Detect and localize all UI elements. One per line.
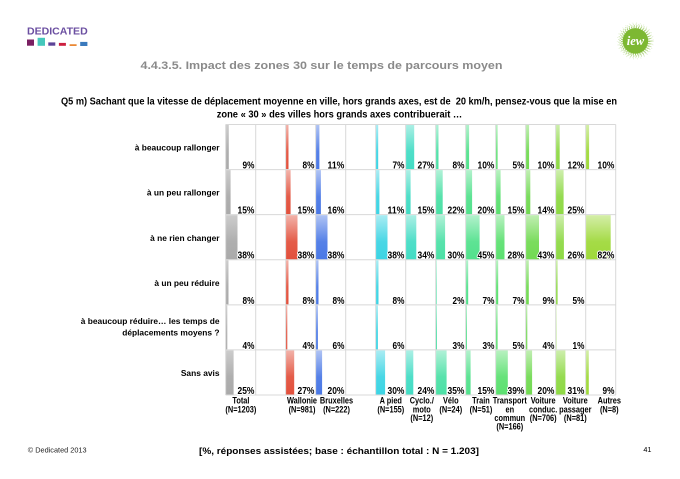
svg-text:Q5 m) Sachant que la vitesse d: Q5 m) Sachant que la vitesse de déplacem… [61,97,617,108]
svg-text:(N=706): (N=706) [530,413,557,423]
svg-text:10%: 10% [478,161,495,172]
svg-text:Sans avis: Sans avis [181,368,220,378]
svg-text:4%: 4% [543,341,555,352]
svg-text:34%: 34% [418,251,435,262]
svg-text:3%: 3% [483,341,495,352]
svg-text:38%: 38% [328,251,345,262]
svg-text:zone « 30 » des villes hors gr: zone « 30 » des villes hors grands axes … [217,109,463,120]
svg-text:déplacements moyens ?: déplacements moyens ? [122,327,219,337]
svg-text:38%: 38% [388,251,405,262]
svg-text:7%: 7% [483,296,495,307]
svg-text:7%: 7% [393,161,405,172]
svg-text:27%: 27% [418,161,435,172]
svg-text:4.4.3.5. Impact des zones 30 s: 4.4.3.5. Impact des zones 30 sur le temp… [141,60,503,72]
svg-text:26%: 26% [568,251,585,262]
svg-text:8%: 8% [243,296,255,307]
svg-text:5%: 5% [513,161,525,172]
svg-text:25%: 25% [568,206,585,217]
svg-text:82%: 82% [598,251,615,262]
svg-text:8%: 8% [453,161,465,172]
svg-text:(N=24): (N=24) [439,404,462,414]
svg-text:16%: 16% [328,206,345,217]
svg-text:(N=166): (N=166) [496,422,523,432]
svg-text:9%: 9% [243,161,255,172]
svg-text:6%: 6% [333,341,345,352]
svg-text:(N=1203): (N=1203) [225,404,256,414]
svg-text:10%: 10% [598,161,615,172]
svg-text:10%: 10% [538,161,555,172]
svg-text:(N=51): (N=51) [470,404,493,414]
svg-text:à beaucoup rallonger: à beaucoup rallonger [135,143,220,153]
svg-text:20%: 20% [478,206,495,217]
svg-text:[%, réponses assistées; base :: [%, réponses assistées; base : échantill… [199,446,479,457]
svg-text:1%: 1% [573,341,585,352]
svg-text:(N=81): (N=81) [564,413,587,423]
svg-text:5%: 5% [513,341,525,352]
svg-text:à un peu rallonger: à un peu rallonger [147,188,220,198]
svg-text:(N=155): (N=155) [377,404,404,414]
svg-text:8%: 8% [303,296,315,307]
svg-text:à un peu réduire: à un peu réduire [154,278,219,288]
svg-text:15%: 15% [508,206,525,217]
svg-text:38%: 38% [238,251,255,262]
svg-text:8%: 8% [303,161,315,172]
svg-text:4%: 4% [243,341,255,352]
svg-text:2%: 2% [453,296,465,307]
svg-text:(N=8): (N=8) [600,404,619,414]
svg-text:15%: 15% [418,206,435,217]
svg-text:(N=981): (N=981) [289,404,316,414]
svg-text:3%: 3% [453,341,465,352]
svg-text:DEDICATED: DEDICATED [27,27,88,38]
svg-text:8%: 8% [393,296,405,307]
svg-text:30%: 30% [448,251,465,262]
svg-text:15%: 15% [238,206,255,217]
svg-text:à beaucoup réduire… les temps: à beaucoup réduire… les temps de [81,316,220,326]
svg-text:à ne rien changer: à ne rien changer [150,233,220,243]
svg-text:6%: 6% [393,341,405,352]
svg-text:11%: 11% [388,206,405,217]
svg-text:4%: 4% [303,341,315,352]
svg-text:12%: 12% [568,161,585,172]
svg-text:5%: 5% [573,296,585,307]
svg-text:14%: 14% [538,206,555,217]
svg-text:22%: 22% [448,206,465,217]
svg-text:7%: 7% [513,296,525,307]
svg-text:41: 41 [643,445,651,454]
svg-text:38%: 38% [298,251,315,262]
svg-text:15%: 15% [298,206,315,217]
svg-text:(N=222): (N=222) [323,404,350,414]
svg-text:45%: 45% [478,251,495,262]
svg-text:43%: 43% [538,251,555,262]
svg-text:(N=12): (N=12) [410,413,433,423]
svg-text:8%: 8% [333,296,345,307]
svg-text:iew: iew [627,34,645,48]
svg-text:© Dedicated 2013: © Dedicated 2013 [28,447,87,455]
svg-text:28%: 28% [508,251,525,262]
svg-text:9%: 9% [543,296,555,307]
svg-text:11%: 11% [328,161,345,172]
